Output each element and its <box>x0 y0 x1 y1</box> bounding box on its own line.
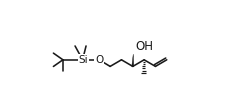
Text: Si: Si <box>79 55 88 65</box>
Text: OH: OH <box>135 40 153 53</box>
Text: O: O <box>95 55 103 65</box>
Polygon shape <box>132 54 134 66</box>
